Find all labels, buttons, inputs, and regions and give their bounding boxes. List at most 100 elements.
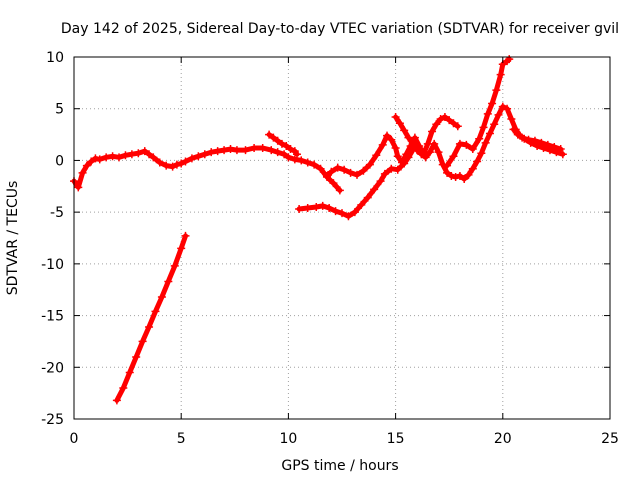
data-point (498, 102, 507, 111)
data-point (404, 153, 413, 162)
series-layer (70, 55, 567, 405)
data-point (494, 110, 503, 119)
data-point (507, 115, 516, 124)
data-point (378, 140, 387, 149)
data-point (177, 159, 186, 168)
data-point (170, 261, 179, 270)
data-point (297, 156, 306, 165)
data-point (232, 146, 241, 155)
plot-border (73, 56, 611, 420)
data-point (82, 161, 91, 170)
data-point (496, 70, 505, 79)
data-point (353, 170, 362, 179)
data-point (310, 160, 319, 169)
data-point (338, 209, 346, 218)
data-point (277, 139, 286, 148)
series-trace-3 (322, 112, 462, 180)
data-point (290, 155, 299, 164)
data-point (445, 116, 454, 125)
data-point (481, 138, 490, 147)
data-point (187, 154, 196, 163)
data-point (115, 153, 124, 162)
data-point (132, 352, 141, 361)
data-point (413, 146, 422, 155)
data-point (443, 161, 452, 170)
x-axis-label: GPS time / hours (281, 458, 398, 474)
data-point (269, 133, 278, 142)
data-point (145, 322, 154, 331)
data-point (181, 157, 190, 166)
data-point (350, 208, 359, 217)
data-point (365, 160, 374, 169)
x-tick-label: 0 (70, 431, 79, 447)
data-point (513, 130, 522, 139)
x-tick-label: 25 (601, 431, 619, 447)
data-point (440, 112, 449, 121)
data-point (134, 149, 143, 158)
data-point (400, 126, 409, 135)
data-point (391, 144, 400, 153)
data-point (286, 145, 295, 154)
y-tick-label: 5 (55, 102, 64, 118)
data-point (475, 134, 484, 143)
data-point (220, 146, 229, 155)
data-point (322, 171, 331, 180)
data-point (318, 201, 327, 210)
x-tick-label: 20 (494, 431, 512, 447)
data-point (168, 162, 177, 171)
data-point (436, 115, 445, 124)
data-point (451, 172, 460, 181)
data-point (391, 112, 400, 121)
data-point (477, 149, 486, 158)
data-point (108, 152, 117, 161)
data-point (449, 119, 458, 128)
y-tick-label: -5 (50, 205, 64, 221)
data-point (125, 368, 134, 377)
data-point (359, 166, 368, 175)
data-point (370, 185, 379, 194)
data-point (127, 150, 136, 159)
series-line (324, 114, 461, 179)
data-point (112, 396, 121, 405)
data-point (241, 146, 250, 155)
series-trace-6 (443, 55, 514, 170)
data-point (464, 170, 473, 179)
y-tick-label: 0 (55, 153, 64, 169)
data-point (207, 148, 216, 157)
data-point (518, 133, 527, 142)
data-point (357, 200, 366, 209)
data-point (432, 120, 441, 129)
data-point (78, 168, 87, 177)
data-point (430, 139, 439, 148)
data-point (157, 292, 166, 301)
data-point (292, 150, 301, 159)
data-point (468, 164, 477, 173)
data-point (102, 153, 111, 162)
chart-title: Day 142 of 2025, Sidereal Day-to-day VTE… (61, 21, 619, 37)
data-point (87, 157, 96, 166)
data-point (395, 119, 404, 128)
data-point (421, 153, 430, 162)
data-point (312, 202, 321, 211)
data-point (340, 165, 349, 174)
axis-ticks: 0 5 10 15 20 25 -25 -20 -15 -10 -5 0 5 10 (41, 50, 619, 447)
y-tick-label: -20 (41, 360, 64, 376)
data-point (164, 277, 173, 286)
data-point (213, 147, 222, 156)
data-point (329, 179, 338, 188)
data-point (380, 169, 389, 178)
data-point (316, 164, 325, 173)
data-point (492, 86, 501, 95)
data-point (400, 159, 409, 168)
data-point (462, 140, 471, 149)
data-point (509, 125, 518, 134)
series-trace-4 (295, 146, 417, 221)
data-point (524, 135, 533, 144)
data-point (404, 133, 413, 142)
data-point (449, 152, 458, 161)
data-point (363, 193, 372, 202)
data-point (455, 139, 464, 148)
data-point (550, 142, 559, 151)
series-trace-1 (70, 144, 344, 195)
